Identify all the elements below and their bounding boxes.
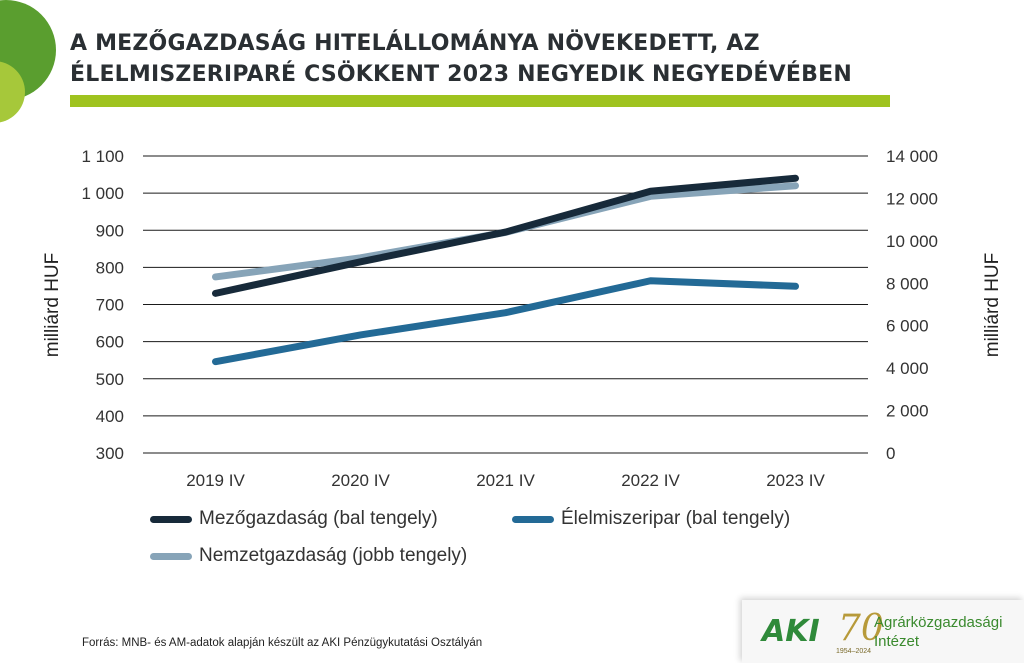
logo-name-line-2: Intézet: [874, 633, 920, 650]
title-line-2: ÉLELMISZERIPARÉ CSÖKKENT 2023 NEGYEDIK N…: [70, 62, 852, 87]
left-tick-label: 1 100: [81, 147, 124, 166]
legend-label: Élelmiszeripar (bal tengely): [561, 508, 791, 529]
title-underline-bar: [70, 95, 890, 107]
left-tick-label: 800: [96, 258, 124, 277]
right-tick-label: 2 000: [886, 402, 929, 421]
left-tick-label: 900: [96, 221, 124, 240]
x-tick-label: 2019 IV: [186, 471, 245, 490]
right-tick-label: 8 000: [886, 274, 929, 293]
logo-70-anniversary: 70: [838, 608, 884, 649]
left-tick-label: 300: [96, 444, 124, 463]
legend-label: Nemzetgazdaság (jobb tengely): [199, 545, 468, 566]
legend-item: Élelmiszeripar (bal tengely): [512, 508, 790, 530]
left-tick-label: 400: [96, 407, 124, 426]
right-tick-label: 10 000: [886, 232, 938, 251]
left-tick-label: 500: [96, 370, 124, 389]
x-tick-label: 2021 IV: [476, 471, 535, 490]
legend-swatch: [150, 515, 192, 523]
right-tick-label: 14 000: [886, 147, 938, 166]
legend-label: Mezőgazdaság (bal tengely): [199, 508, 438, 529]
x-tick-label: 2022 IV: [621, 471, 680, 490]
x-tick-label: 2020 IV: [331, 471, 390, 490]
legend-item: Mezőgazdaság (bal tengely): [150, 508, 438, 530]
source-note: Forrás: MNB- és AM-adatok alapján készül…: [82, 637, 483, 649]
logo-aki-text: AKI: [762, 614, 820, 649]
legend-swatch: [150, 552, 192, 560]
left-axis-title: milliárd HUF: [42, 253, 63, 358]
aki-logo: AKI 70 1954–2024 Agrárközgazdasági Intéz…: [742, 600, 1024, 663]
series-line-1: [212, 174, 799, 297]
page-title: A MEZŐGAZDASÁG HITELÁLLOMÁNYA NÖVEKEDETT…: [70, 28, 970, 90]
legend-swatch: [512, 515, 554, 523]
series-line-2: [212, 277, 799, 366]
left-tick-label: 600: [96, 333, 124, 352]
title-line-1: A MEZŐGAZDASÁG HITELÁLLOMÁNYA NÖVEKEDETT…: [70, 31, 760, 56]
circle-light: [0, 61, 25, 123]
logo-name-line-1: Agrárközgazdasági: [874, 614, 1003, 631]
x-tick-label: 2023 IV: [766, 471, 825, 490]
right-tick-label: 4 000: [886, 359, 929, 378]
right-axis-title: milliárd HUF: [982, 253, 1003, 358]
right-tick-label: 6 000: [886, 317, 929, 336]
decorative-circles: [0, 0, 56, 123]
logo-years: 1954–2024: [836, 648, 872, 655]
left-tick-label: 1 000: [81, 184, 124, 203]
left-tick-label: 700: [96, 296, 124, 315]
right-tick-label: 12 000: [886, 189, 938, 208]
logo-institute-name: Agrárközgazdasági Intézet: [874, 613, 1002, 651]
legend-item: Nemzetgazdaság (jobb tengely): [150, 545, 467, 567]
right-tick-label: 0: [886, 444, 895, 463]
